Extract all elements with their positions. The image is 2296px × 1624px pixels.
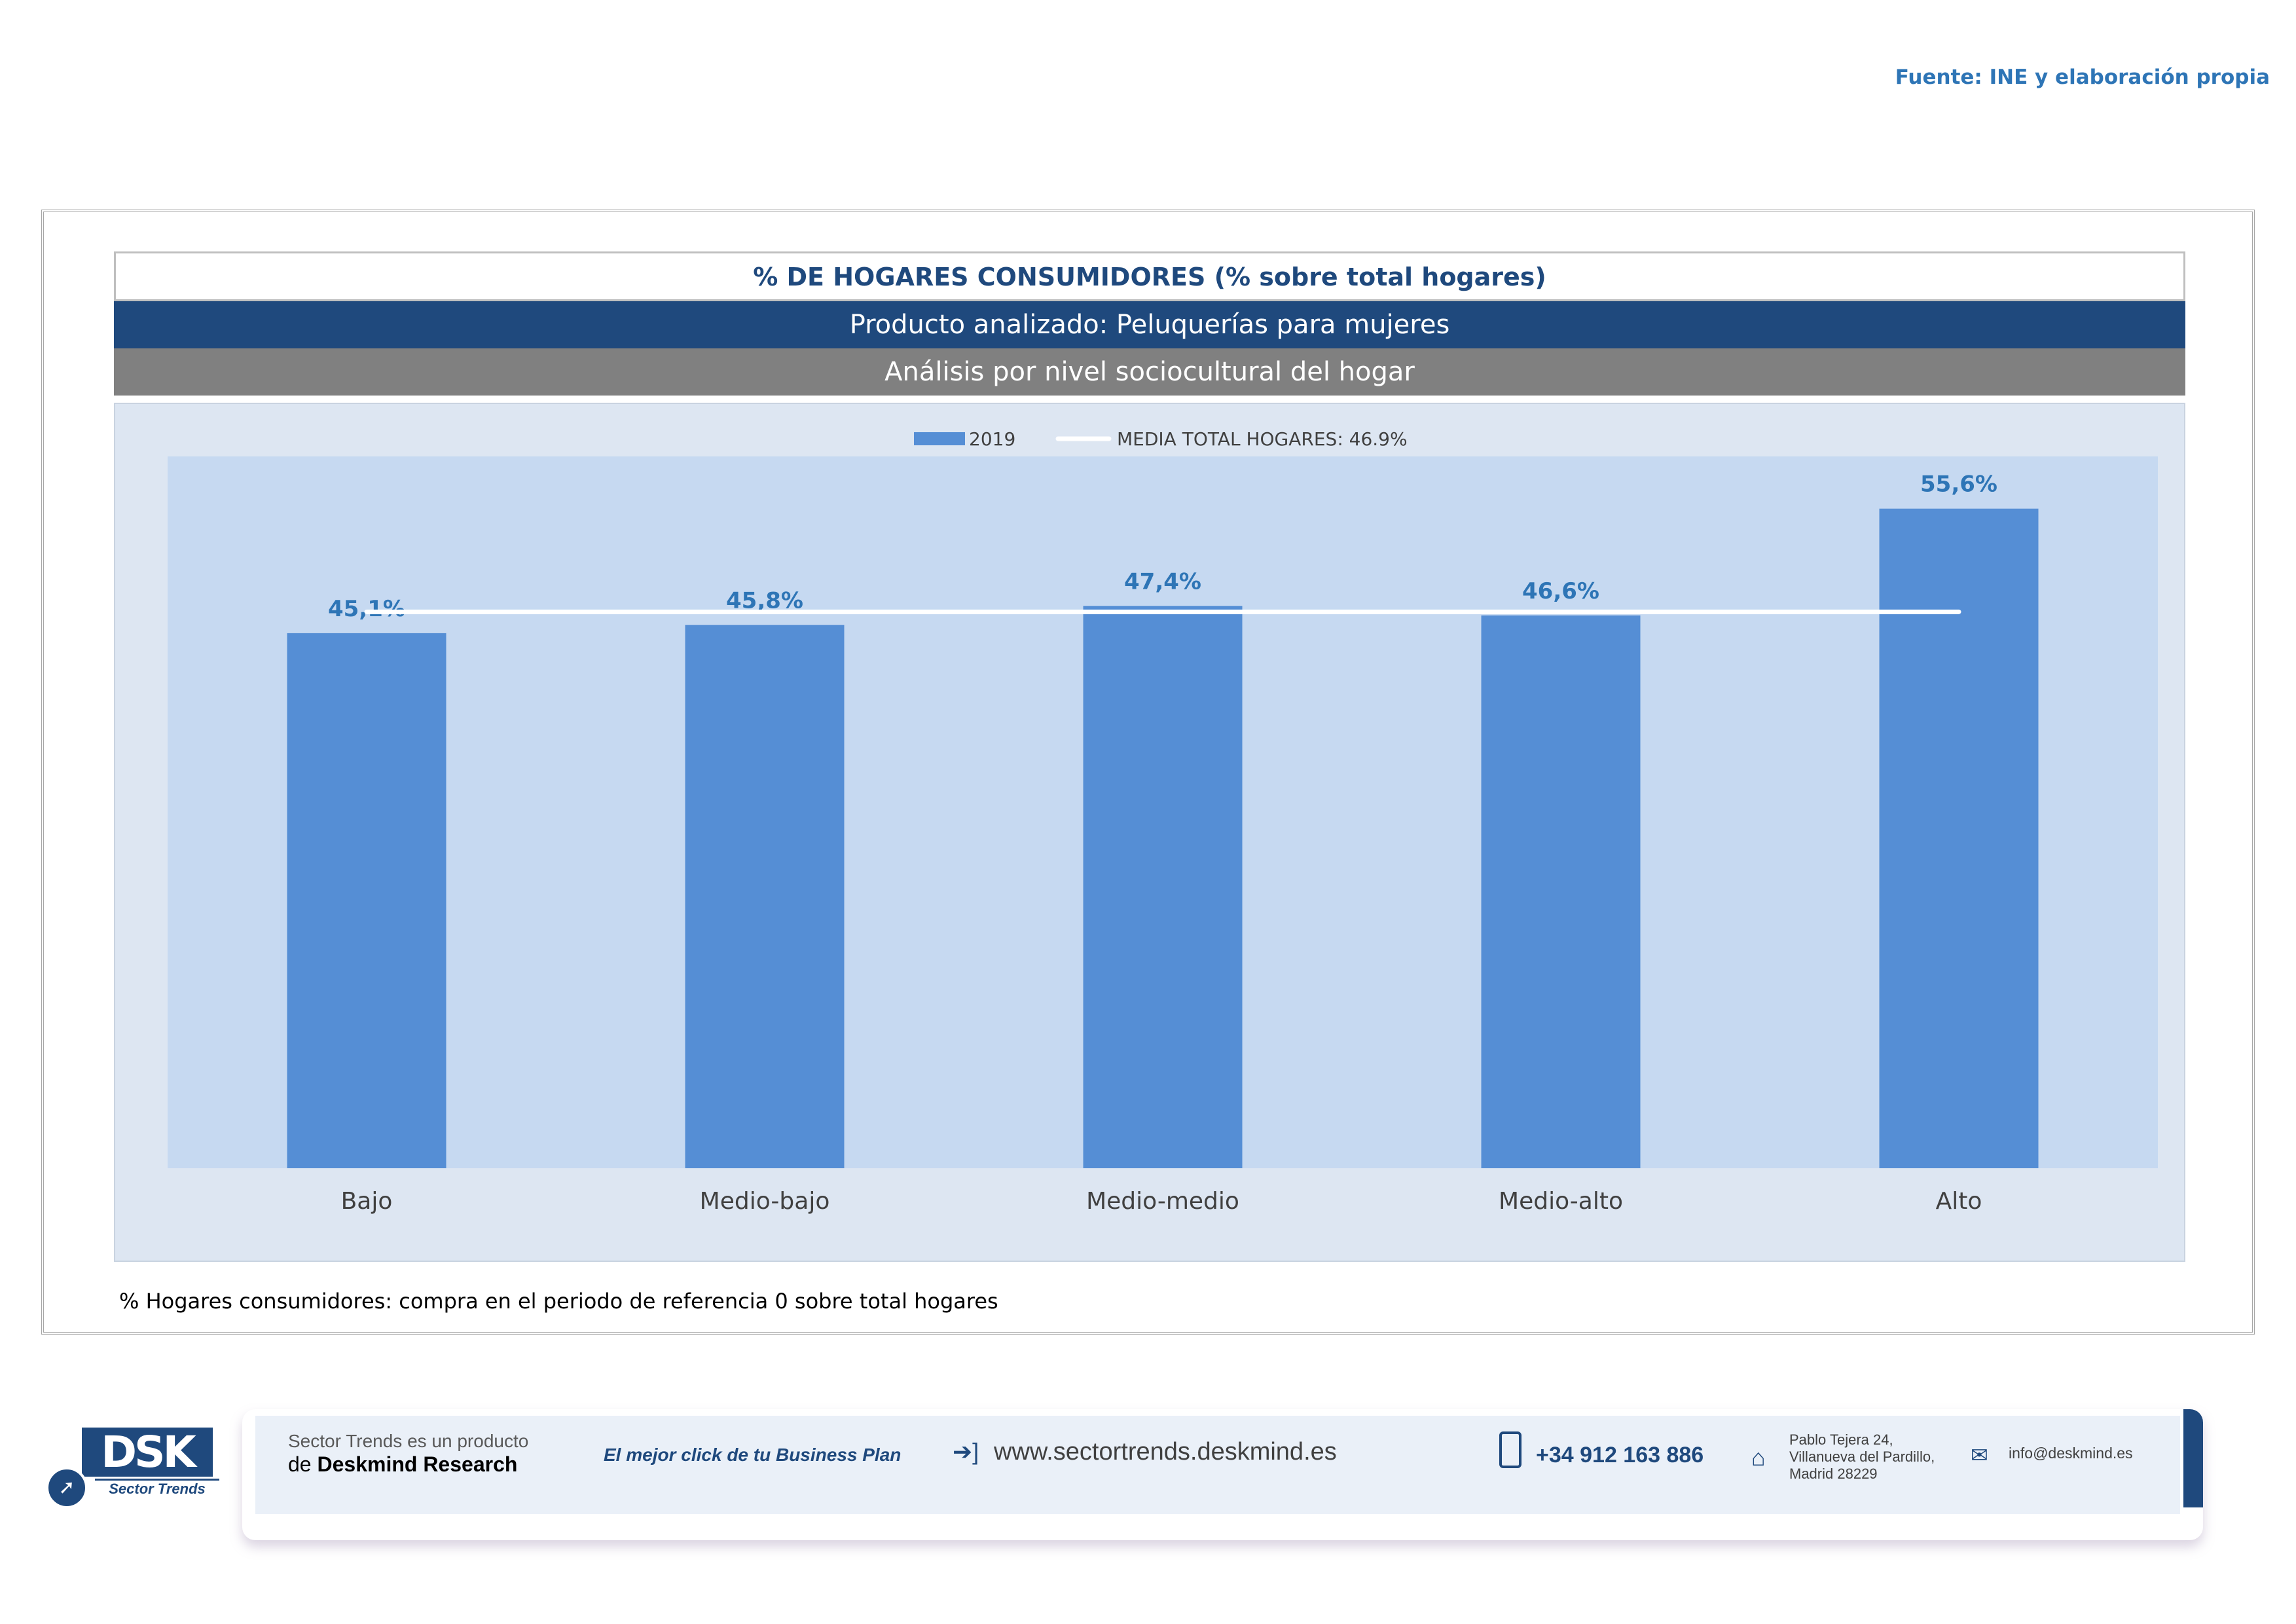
banner-slogan: El mejor click de tu Business Plan — [604, 1445, 902, 1465]
banner-product-line: Sector Trends es un producto — [288, 1431, 529, 1451]
bar-chart: 45,1% Bajo 45,8% Medio-bajo 47,4% Medio-medio… — [168, 428, 2158, 1215]
chart-area: 45,1% Bajo 45,8% Medio-bajo 47,4% Medio-medio… — [114, 403, 2185, 1262]
address: Pablo Tejera 24, Villanueva del Pardillo… — [1789, 1431, 1935, 1482]
legend-swatch-2019 — [914, 432, 965, 445]
bar-medio-alto — [1481, 615, 1641, 1168]
data-label-medio-bajo: 45,8% — [726, 587, 803, 614]
tick-label-medio-alto: Medio-alto — [1499, 1188, 1623, 1215]
data-label-medio-medio: 47,4% — [1124, 568, 1201, 595]
home-icon: ⌂ — [1751, 1444, 1766, 1471]
chart-title: % DE HOGARES CONSUMIDORES (% sobre total… — [114, 251, 2185, 301]
legend-label-2019: 2019 — [969, 428, 1015, 450]
bar-alto — [1879, 508, 2039, 1168]
dsk-logo: DSK Sector Trends ➚ — [46, 1421, 223, 1509]
banner-inner — [255, 1416, 2180, 1514]
website-link[interactable]: www.sectortrends.deskmind.es — [994, 1438, 1337, 1466]
analysis-bar: Análisis por nivel sociocultural del hog… — [114, 348, 2185, 396]
phone-icon — [1499, 1431, 1522, 1468]
banner-brand-line: de Deskmind Research — [288, 1452, 517, 1477]
data-label-medio-alto: 46,6% — [1522, 578, 1599, 604]
tick-label-bajo: Bajo — [341, 1188, 393, 1215]
email-link[interactable]: info@deskmind.es — [2009, 1445, 2133, 1462]
footer-banner — [242, 1409, 2203, 1540]
product-bar: Producto analizado: Peluquerías para muj… — [114, 301, 2185, 348]
legend-label-media: MEDIA TOTAL HOGARES: 46.9% — [1117, 428, 1408, 450]
logo-subtitle: Sector Trends — [95, 1479, 219, 1498]
phone-number[interactable]: +34 912 163 886 — [1536, 1443, 1704, 1467]
footnote: % Hogares consumidores: compra en el per… — [119, 1289, 998, 1314]
mail-icon: ✉ — [1971, 1443, 1988, 1467]
logo-text: DSK — [82, 1428, 213, 1477]
banner-accent — [2183, 1409, 2203, 1507]
report-frame — [41, 210, 2255, 1335]
banner-brand: Deskmind Research — [317, 1452, 518, 1476]
bar-medio-bajo — [685, 625, 845, 1168]
tick-label-medio-medio: Medio-medio — [1086, 1188, 1239, 1215]
banner-brand-prefix: de — [288, 1452, 312, 1476]
data-label-bajo: 45,1% — [328, 596, 405, 622]
data-label-alto: 55,6% — [1920, 471, 1997, 498]
bar-medio-medio — [1083, 606, 1243, 1168]
rocket-icon: ➚ — [46, 1467, 88, 1509]
tick-label-alto: Alto — [1936, 1188, 1982, 1215]
source-note: Fuente: INE y elaboración propia — [1895, 65, 2270, 89]
bar-bajo — [287, 633, 446, 1168]
tick-label-medio-bajo: Medio-bajo — [700, 1188, 830, 1215]
arrow-link-icon: ➔] — [953, 1438, 979, 1465]
